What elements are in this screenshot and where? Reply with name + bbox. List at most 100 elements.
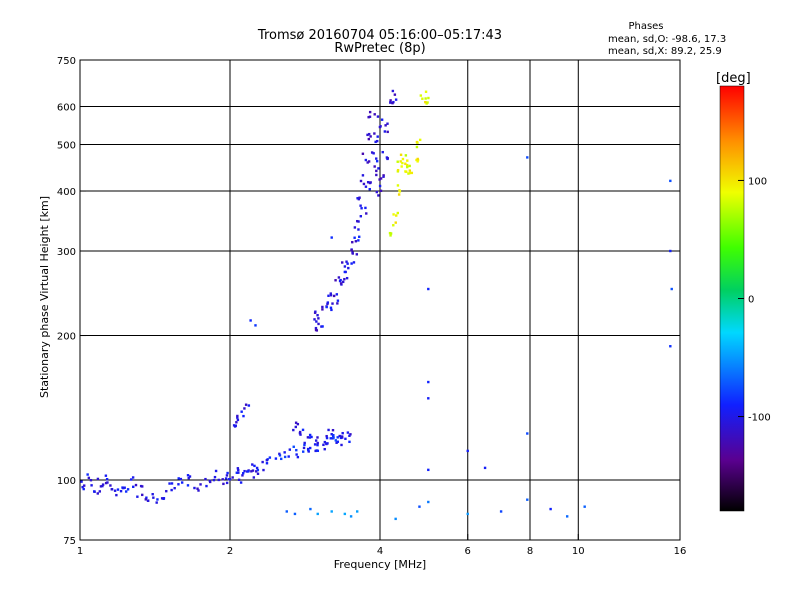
data-point	[386, 122, 389, 125]
data-point	[350, 262, 353, 265]
data-point	[392, 213, 395, 216]
data-point	[357, 197, 361, 201]
data-point	[427, 380, 430, 384]
data-point	[131, 476, 135, 479]
data-point	[499, 510, 503, 513]
data-point	[268, 456, 272, 459]
data-point	[327, 428, 330, 432]
data-point	[331, 428, 335, 432]
data-point	[337, 276, 341, 279]
data-point	[351, 240, 354, 244]
data-point	[186, 484, 190, 487]
data-point	[325, 434, 328, 438]
data-point	[394, 517, 397, 521]
x-tick-label: 4	[377, 546, 383, 557]
data-point	[316, 443, 319, 447]
data-point	[364, 185, 368, 188]
data-point	[180, 481, 184, 484]
data-point	[323, 447, 326, 451]
data-point	[399, 160, 402, 163]
data-point	[314, 328, 318, 332]
data-point	[378, 184, 382, 188]
data-point	[83, 484, 86, 487]
data-point	[341, 280, 345, 284]
data-point	[320, 325, 323, 328]
data-point	[669, 179, 672, 183]
data-point	[325, 436, 329, 440]
data-point	[348, 440, 351, 444]
data-point	[361, 174, 365, 177]
data-point	[345, 276, 349, 280]
chart-title: Tromsø 20160704 05:16:00–05:17:43	[257, 28, 502, 43]
data-point	[237, 478, 241, 481]
data-point	[376, 135, 379, 138]
data-point	[361, 152, 365, 155]
data-point	[372, 152, 375, 155]
data-point	[104, 474, 108, 477]
data-point	[283, 451, 286, 454]
data-point	[101, 483, 105, 486]
data-point	[526, 432, 529, 435]
data-point	[109, 484, 112, 487]
data-point	[466, 449, 469, 453]
data-point	[406, 159, 409, 162]
data-point	[243, 407, 246, 410]
data-point	[549, 507, 552, 511]
data-point	[362, 182, 366, 186]
data-point	[340, 443, 343, 447]
data-point	[336, 440, 340, 443]
data-point	[335, 441, 338, 444]
data-point	[377, 194, 380, 197]
data-point	[170, 482, 174, 485]
data-point	[235, 421, 238, 424]
data-point	[265, 459, 269, 462]
data-point	[313, 318, 316, 321]
data-point	[247, 404, 251, 407]
data-point	[377, 167, 380, 170]
data-point	[394, 98, 398, 101]
data-point	[392, 224, 395, 227]
data-point	[224, 477, 228, 480]
data-point	[415, 145, 419, 149]
data-point	[406, 165, 409, 169]
data-point	[669, 249, 672, 253]
y-tick-label: 600	[57, 103, 76, 114]
data-point	[344, 437, 347, 441]
data-point	[99, 485, 103, 488]
data-point	[177, 477, 180, 480]
data-point	[386, 157, 389, 161]
data-point	[401, 157, 405, 161]
data-point	[256, 472, 260, 475]
data-point	[151, 493, 154, 496]
data-point	[98, 490, 102, 493]
data-point	[212, 478, 216, 482]
data-point	[378, 178, 381, 181]
data-point	[376, 139, 379, 143]
x-tick-label: 2	[227, 546, 233, 557]
data-point	[382, 175, 385, 178]
data-point	[323, 440, 327, 444]
data-point	[274, 457, 278, 460]
data-point	[136, 495, 139, 498]
data-point	[359, 179, 363, 183]
data-point	[236, 467, 240, 470]
data-point	[408, 169, 412, 172]
x-axis-label: Frequency [MHz]	[334, 558, 426, 571]
y-tick-label: 750	[57, 56, 76, 67]
data-point	[226, 471, 229, 475]
data-point	[144, 498, 147, 501]
data-point	[155, 501, 158, 504]
data-point	[404, 154, 408, 157]
data-point	[415, 140, 419, 144]
data-point	[106, 481, 109, 484]
data-point	[129, 478, 133, 481]
data-point	[343, 270, 347, 274]
data-point	[355, 253, 359, 256]
data-point	[316, 314, 319, 317]
data-point	[332, 436, 335, 439]
data-point	[373, 132, 376, 135]
data-point	[225, 481, 229, 485]
data-point	[326, 302, 329, 306]
data-point	[359, 215, 363, 218]
data-point	[416, 157, 419, 161]
